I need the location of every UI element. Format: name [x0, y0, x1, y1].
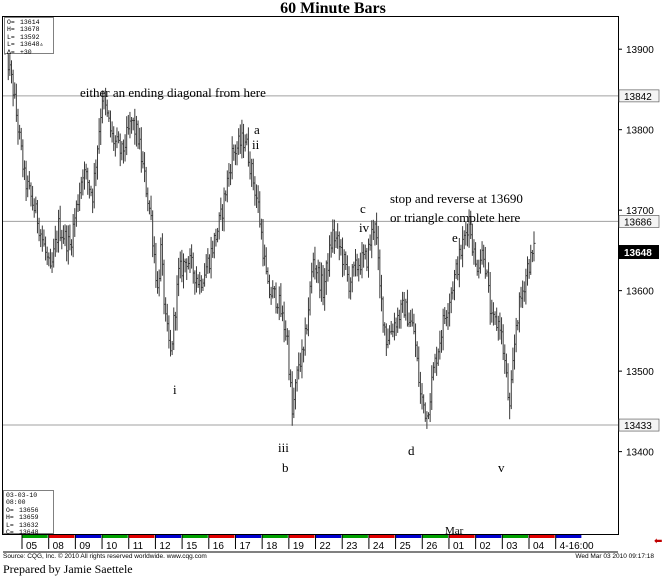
x-tick-label-08: 08: [53, 541, 65, 552]
y-tick-label-13900: 13900: [626, 45, 654, 56]
x-tick-label-26: 26: [426, 541, 438, 552]
session-strip: [342, 535, 368, 538]
plot-frame: [2, 16, 619, 535]
month-label: Mar: [445, 525, 464, 537]
session-strip: [155, 535, 182, 538]
bar-info-box: 03-03-10 08:00 O= 13656 H= 13659 L= 13632 C…: [3, 490, 54, 537]
reference-label-box: [618, 215, 660, 228]
wave-label-e: e: [452, 230, 458, 245]
session-strip: [555, 535, 582, 538]
x-tick-label-09: 09: [79, 541, 91, 552]
bar-info-high: H= 13659: [6, 514, 39, 522]
reference-label-box: [618, 89, 660, 103]
price-bars: [4, 31, 536, 429]
scroll-left-arrow-icon[interactable]: ⬅: [654, 536, 663, 547]
text-stop-reverse: stop and reverse at 13690: [390, 191, 523, 206]
session-strip: [395, 535, 422, 538]
y-tick-label-13400: 13400: [626, 448, 654, 459]
chart-title: 60 Minute Bars: [280, 0, 386, 17]
x-tick-label-23: 23: [346, 541, 358, 552]
session-strip: [128, 535, 155, 538]
ohlc-info-box: O= 13614 H= 13678 L= 13592 L= 13648▵ Δ= +30: [4, 17, 54, 56]
text-triangle: or triangle complete here: [390, 210, 521, 225]
x-tick-label-17: 17: [239, 541, 251, 552]
x-tick-label-25: 25: [400, 541, 412, 552]
session-strip: [22, 535, 48, 538]
x-tick-label-24: 24: [373, 541, 385, 552]
bar-info-time: 08:00: [6, 499, 26, 507]
annotations: either an ending diagonal from here stop…: [80, 85, 523, 475]
wave-label-iii: iii: [278, 440, 289, 455]
last-price-label: 13648: [624, 248, 652, 259]
x-tick-label-04: 04: [533, 541, 545, 552]
prepared-by: Prepared by Jamie Saettele: [3, 562, 133, 576]
wave-label-ii: ii: [252, 137, 260, 152]
reference-lines: [3, 95, 618, 426]
footer-source: Source: CQG, Inc. © 2010 All rights rese…: [3, 553, 207, 560]
info-row-low: L= 13592: [7, 33, 40, 41]
session-strip: [208, 535, 235, 538]
reference-label-13686: 13686: [624, 217, 652, 228]
last-price-box: [619, 245, 659, 260]
x-tick-label-10: 10: [106, 541, 118, 552]
session-strip: [529, 535, 555, 538]
info-row-change: Δ= +30: [7, 48, 32, 56]
info-row-last: L= 13648▵: [7, 41, 44, 49]
reference-label-13433: 13433: [624, 421, 652, 432]
session-strip: [475, 535, 502, 538]
x-tick-label-05: 05: [26, 541, 38, 552]
x-tick-label-12: 12: [159, 541, 171, 552]
x-tick-label-02: 02: [480, 541, 492, 552]
y-tick-label-13800: 13800: [626, 126, 654, 137]
session-strip: [502, 535, 528, 538]
session-strip: [262, 535, 288, 538]
reference-label-box: [618, 418, 660, 432]
y-tick-label-13500: 13500: [626, 367, 654, 378]
x-tick-label-01: 01: [453, 541, 465, 552]
wave-label-v: v: [498, 460, 505, 475]
x-tick-label-16: 16: [213, 541, 225, 552]
x-tick-label-4-16:00: 4-16:00: [560, 541, 594, 552]
session-strip: [288, 535, 315, 538]
info-row-open: O= 13614: [7, 19, 40, 26]
session-strip: [368, 535, 395, 538]
session-strip: [422, 535, 448, 538]
session-strip: [315, 535, 342, 538]
text-ending-diagonal: either an ending diagonal from here: [80, 85, 266, 100]
session-strip: [75, 535, 102, 538]
y-tick-label-13600: 13600: [626, 287, 654, 298]
x-tick-label-18: 18: [266, 541, 278, 552]
session-strip: [235, 535, 262, 538]
wave-label-b: b: [282, 460, 289, 475]
wave-label-a: a: [254, 122, 260, 137]
y-tick-label-13700: 13700: [626, 206, 654, 217]
wave-label-c: c: [360, 201, 366, 216]
bar-info-low: L= 13632: [6, 521, 39, 529]
wave-label-i: i: [173, 382, 177, 397]
session-strip: [182, 535, 208, 538]
x-tick-label-19: 19: [293, 541, 305, 552]
session-strip: [102, 535, 128, 538]
info-row-high: H= 13678: [7, 26, 40, 34]
x-tick-label-22: 22: [320, 541, 332, 552]
session-strip: [448, 535, 475, 538]
wave-label-iv: iv: [359, 220, 370, 235]
y-axis: 13842 13686 13433 13400 13500 13600 13700 13800…: [618, 45, 660, 459]
x-tick-label-11: 11: [133, 541, 144, 552]
x-axis: 05 08 09 10 11 12 15 16 17 18 19 22 23 24 25 26 01 02 03 04…: [3, 525, 618, 553]
x-tick-label-15: 15: [186, 541, 198, 552]
reference-label-13842: 13842: [624, 92, 652, 103]
bar-info-open: O= 13656: [6, 506, 39, 514]
footer-date: Wed Mar 03 2010 09:17:18: [575, 553, 654, 560]
bar-info-date: 03-03-10: [6, 492, 38, 499]
session-strip: [48, 535, 75, 538]
wave-label-d: d: [408, 443, 415, 458]
bar-info-close: C= 13648: [6, 529, 39, 537]
x-tick-label-03: 03: [506, 541, 518, 552]
